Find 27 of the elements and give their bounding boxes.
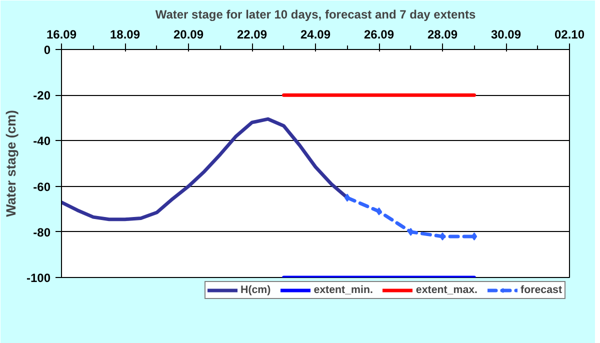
- x-tick-label: 22.09: [236, 28, 268, 42]
- legend-label: extent_max.: [416, 284, 478, 296]
- point: [376, 207, 382, 216]
- chart-title: Water stage for later 10 days, forecast and 7 day extents: [155, 8, 476, 22]
- point: [344, 194, 350, 202]
- legend-label: extent_min.: [314, 284, 373, 296]
- point: [440, 232, 446, 240]
- x-tick-label: 26.09: [364, 28, 394, 42]
- x-tick-label: 02.10: [554, 28, 585, 42]
- x-tick-label: 20.09: [173, 28, 204, 42]
- x-tick-label: 24.09: [300, 28, 331, 42]
- legend-label: H(cm): [240, 284, 271, 296]
- line-series: [62, 117, 349, 222]
- y-tick-label: -100: [26, 271, 51, 285]
- x-tick-label: 16.09: [46, 28, 77, 42]
- y-tick-label: -40: [33, 134, 51, 148]
- y-tick-label: 0: [44, 43, 51, 57]
- legend-label: forecast: [520, 284, 562, 296]
- point: [471, 232, 478, 240]
- y-tick-label: -60: [33, 180, 51, 194]
- y-tick-label: -20: [33, 88, 51, 103]
- y-tick-label: -80: [33, 225, 51, 240]
- x-tick-label: 30.09: [490, 28, 522, 42]
- x-tick-label: 18.09: [110, 28, 140, 42]
- point: [408, 228, 414, 236]
- y-axis-title: Water stage (cm): [3, 110, 18, 217]
- x-tick-label: 28.09: [427, 28, 458, 42]
